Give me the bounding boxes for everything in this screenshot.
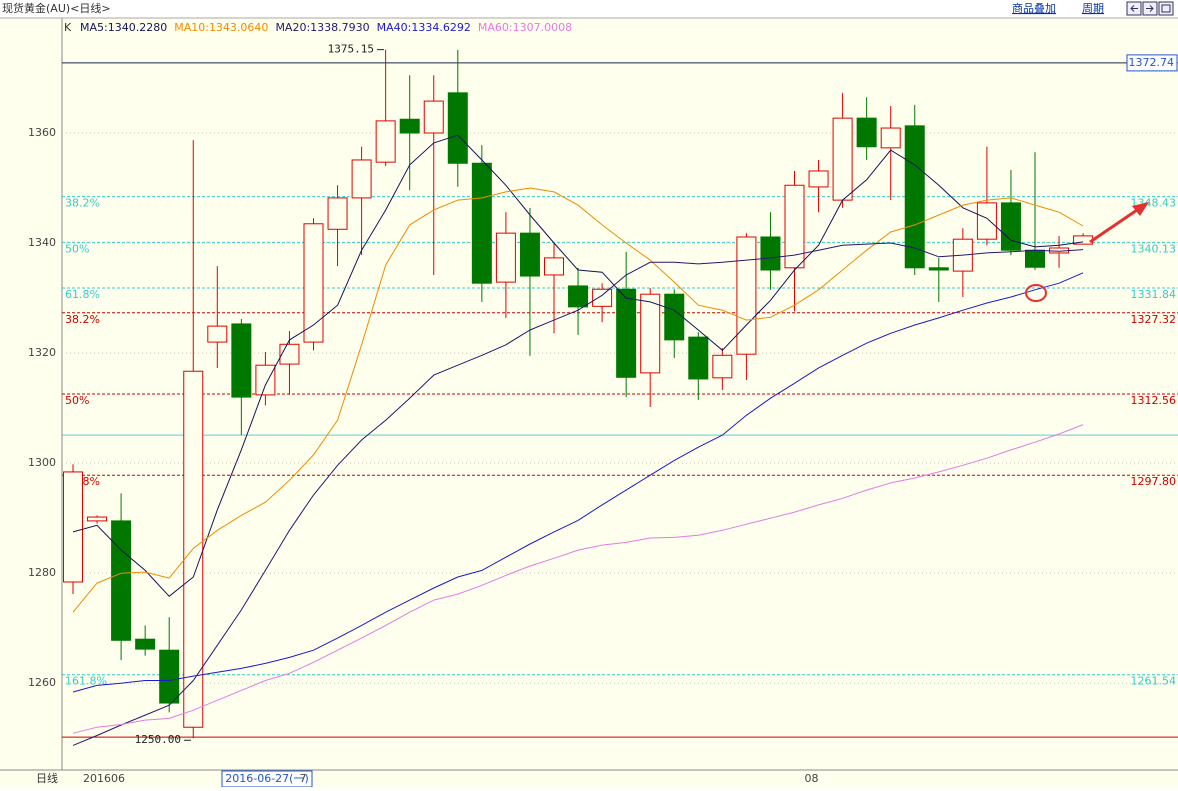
ma-line [72, 272, 1084, 693]
y-tick-label: 1260 [28, 676, 56, 689]
candle-body [279, 343, 300, 365]
ma-line [72, 424, 1084, 734]
candle-body [1025, 249, 1045, 268]
x-tick-label: 08 [805, 772, 819, 785]
y-tick-label: 1320 [28, 346, 56, 359]
fib-price: 1261.54 [1131, 675, 1177, 688]
candle-body [231, 323, 252, 398]
low-note: 1250.00 [135, 733, 181, 746]
candle-body [87, 516, 108, 522]
candle-body [111, 520, 132, 641]
ma-line [72, 134, 1084, 597]
candle-body [736, 236, 757, 355]
candle-body [568, 285, 589, 308]
candle-body [592, 288, 613, 307]
period-label: 日线 [36, 771, 58, 785]
fib-price: 1331.84 [1131, 288, 1177, 301]
fib-ratio: 38.2% [65, 313, 100, 326]
nav-buttons [1126, 1, 1174, 16]
fib-ratio: 50% [65, 242, 89, 255]
window-title: 现货黄金(AU)<日线> [2, 1, 111, 15]
price-box [1126, 54, 1178, 72]
annotation-arrowhead [1132, 202, 1149, 216]
candle-body [712, 354, 733, 379]
fib-price: 1327.32 [1131, 313, 1177, 326]
menu-item[interactable]: 商品叠加 [1012, 1, 1056, 15]
y-tick-label: 1340 [28, 236, 56, 249]
nav-expand[interactable] [1158, 1, 1174, 16]
cursor-date: 2016-06-27(一) [225, 772, 309, 785]
fib-price: 1312.56 [1131, 394, 1177, 407]
annotation-circle [1025, 284, 1047, 302]
candle-body [880, 127, 901, 149]
fib-ratio: 50% [65, 394, 89, 407]
annotation-arrow [1089, 206, 1141, 244]
candle-body [616, 288, 637, 378]
candle-body [832, 117, 853, 201]
candle-body [688, 336, 709, 380]
fib-price: 1297.80 [1131, 475, 1177, 488]
candle-body [207, 325, 228, 343]
y-tick-label: 1280 [28, 566, 56, 579]
candle-body [255, 364, 276, 396]
candle-body [808, 170, 829, 188]
y-tick-label: 1360 [28, 126, 56, 139]
fib-ratio: 161.8% [65, 675, 107, 688]
candle-body [544, 257, 564, 276]
legend-entry: MA5:1340.2280 [80, 21, 167, 34]
candle-body [399, 118, 420, 134]
x-tick-label: 7 [300, 772, 307, 785]
header-bar [0, 0, 1178, 18]
candle-body [640, 293, 661, 374]
nav-glyphs [1130, 4, 1171, 13]
candle-body [375, 120, 396, 163]
candle-body [63, 471, 83, 583]
legend-entry: MA40:1334.6292 [377, 21, 471, 34]
candle-body [423, 100, 444, 134]
candle-body [856, 117, 877, 148]
legend-entry: MA20:1338.7930 [275, 21, 369, 34]
legend-entry: MA10:1343.0640 [174, 21, 268, 34]
fib-ratio: 38.2% [65, 197, 100, 210]
candle-body [471, 162, 492, 284]
candle-body [135, 638, 156, 650]
candle-body [303, 223, 324, 343]
fib-ratio: 61.8% [65, 288, 100, 301]
candle-body [351, 159, 372, 199]
candle-body [928, 267, 949, 271]
high-note: 1375.15 [328, 43, 374, 56]
candle-body [447, 92, 468, 164]
candle-body [784, 184, 805, 269]
candle-body [159, 649, 180, 704]
candle-body [519, 232, 540, 277]
candle-body [760, 236, 781, 271]
legend-entry: MA60:1307.0008 [478, 21, 572, 34]
menu-item[interactable]: 周期 [1082, 2, 1104, 15]
price-label: 1372.74 [1129, 56, 1175, 69]
y-tick-label: 1300 [28, 456, 56, 469]
candle-body [327, 197, 348, 230]
fib-price: 1340.13 [1131, 242, 1177, 255]
ma-line [72, 187, 1084, 613]
candle-body [495, 232, 516, 283]
candle-body [904, 125, 925, 269]
candle-body [664, 293, 685, 341]
candle-body [1000, 202, 1021, 251]
ma-line [72, 242, 1084, 746]
k-label: K [64, 21, 72, 34]
x-tick-label: 201606 [83, 772, 125, 785]
candle-body [976, 202, 997, 240]
